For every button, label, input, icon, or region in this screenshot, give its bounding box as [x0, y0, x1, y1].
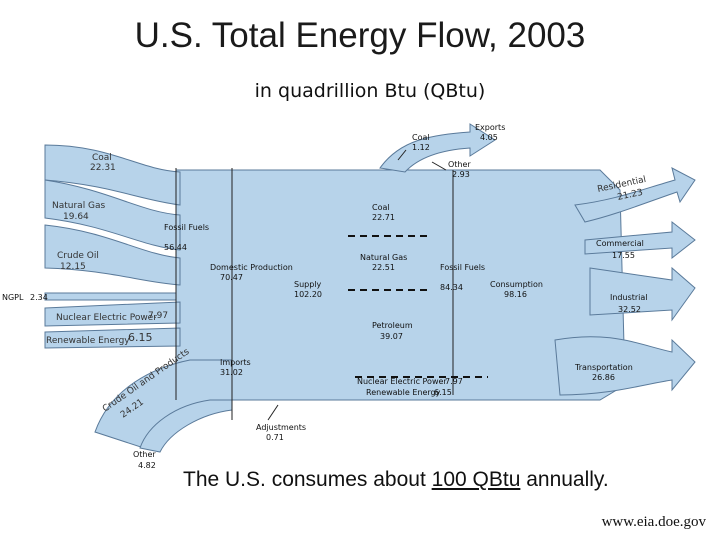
- consumption-renewable-value: 6.15: [434, 388, 452, 397]
- residential-output-arrow: [574, 167, 696, 223]
- coal-source-flow: [44, 144, 181, 206]
- page-title: U.S. Total Energy Flow, 2003: [134, 16, 586, 55]
- coal-source-name: Coal: [92, 153, 112, 163]
- page-subtitle: in quadrillion Btu (QBtu): [254, 80, 486, 102]
- domestic-production-value: 70.47: [220, 273, 243, 282]
- fossil-fuels-production-value: 56.44: [164, 243, 187, 252]
- adjustments-value: 0.71: [266, 433, 284, 442]
- nuclear-source-name: Nuclear Electric Power: [56, 313, 157, 323]
- supply-value: 102.20: [294, 290, 322, 299]
- annual-consumption-note: The U.S. consumes about 100 QBtu annuall…: [183, 468, 609, 492]
- imports-value: 31.02: [220, 368, 243, 377]
- ngpl-source-name: NGPL: [2, 293, 24, 302]
- note-prefix: The U.S. consumes about: [183, 468, 432, 491]
- consumption-petroleum-value: 39.07: [380, 332, 403, 341]
- other-export-pointer: [431, 161, 447, 171]
- consumption-nuclear-name: Nuclear Electric Power: [357, 377, 447, 386]
- exports-other-value: 2.93: [452, 170, 470, 179]
- exports-coal-name: Coal: [412, 133, 430, 142]
- ngpl-source-flow: [44, 292, 177, 301]
- crude-oil-source-name: Crude Oil: [57, 251, 99, 261]
- commercial-value: 17.55: [612, 251, 635, 260]
- consumption-nuclear-value: 7.97: [445, 377, 463, 386]
- coal-export-pointer: [397, 149, 407, 161]
- imports-name: Imports: [220, 358, 251, 367]
- fossil-fuels-consumption-value: 84.34: [440, 283, 463, 292]
- transportation-output-arrow: [554, 336, 696, 396]
- note-highlight: 100 QBtu: [431, 468, 521, 491]
- exports-name: Exports: [475, 123, 505, 132]
- adjustments-name: Adjustments: [256, 423, 306, 432]
- supply-name: Supply: [294, 280, 322, 289]
- other-imports-name: Other: [133, 450, 156, 459]
- renewable-source-name: Renewable Energy: [46, 336, 130, 346]
- consumption-petroleum-name: Petroleum: [372, 321, 413, 330]
- consumption-value: 98.16: [504, 290, 527, 299]
- renewable-source-flow: [44, 327, 181, 349]
- commercial-name: Commercial: [596, 239, 644, 248]
- natural-gas-source-name: Natural Gas: [52, 201, 106, 211]
- consumption-coal-value: 22.71: [372, 213, 395, 222]
- ngpl-source-value: 2.34: [30, 293, 48, 302]
- consumption-name: Consumption: [490, 280, 543, 289]
- adjustments-pointer: [267, 404, 279, 421]
- consumption-gas-name: Natural Gas: [360, 253, 407, 262]
- exports-flow: [379, 123, 496, 173]
- exports-other-name: Other: [448, 160, 471, 169]
- other-imports-value: 4.82: [138, 461, 156, 470]
- natural-gas-source-value: 19.64: [63, 212, 89, 222]
- transportation-name: Transportation: [574, 363, 633, 372]
- renewable-source-value: 6.15: [128, 331, 153, 344]
- transportation-value: 26.86: [592, 373, 615, 382]
- exports-coal-value: 1.12: [412, 143, 430, 152]
- crude-oil-source-value: 12.15: [60, 262, 86, 272]
- consumption-coal-name: Coal: [372, 203, 390, 212]
- note-suffix: annually.: [520, 468, 609, 491]
- fossil-fuels-consumption-name: Fossil Fuels: [440, 263, 485, 272]
- source-url: www.eia.doe.gov: [601, 514, 706, 530]
- exports-value: 4.05: [480, 133, 498, 142]
- fossil-fuels-production-name: Fossil Fuels: [164, 223, 209, 232]
- natural-gas-source-flow: [44, 179, 181, 251]
- coal-source-value: 22.31: [90, 163, 116, 173]
- domestic-production-name: Domestic Production: [210, 263, 293, 272]
- industrial-value: 32.52: [618, 305, 641, 314]
- industrial-name: Industrial: [610, 293, 648, 302]
- nuclear-source-value: 7.97: [148, 311, 168, 321]
- consumption-gas-value: 22.51: [372, 263, 395, 272]
- industrial-output-arrow: [589, 266, 696, 322]
- crude-oil-source-flow: [44, 224, 181, 286]
- consumption-renewable-name: Renewable Energy: [366, 388, 441, 397]
- nuclear-source-flow: [44, 301, 181, 327]
- commercial-output-arrow: [584, 220, 696, 260]
